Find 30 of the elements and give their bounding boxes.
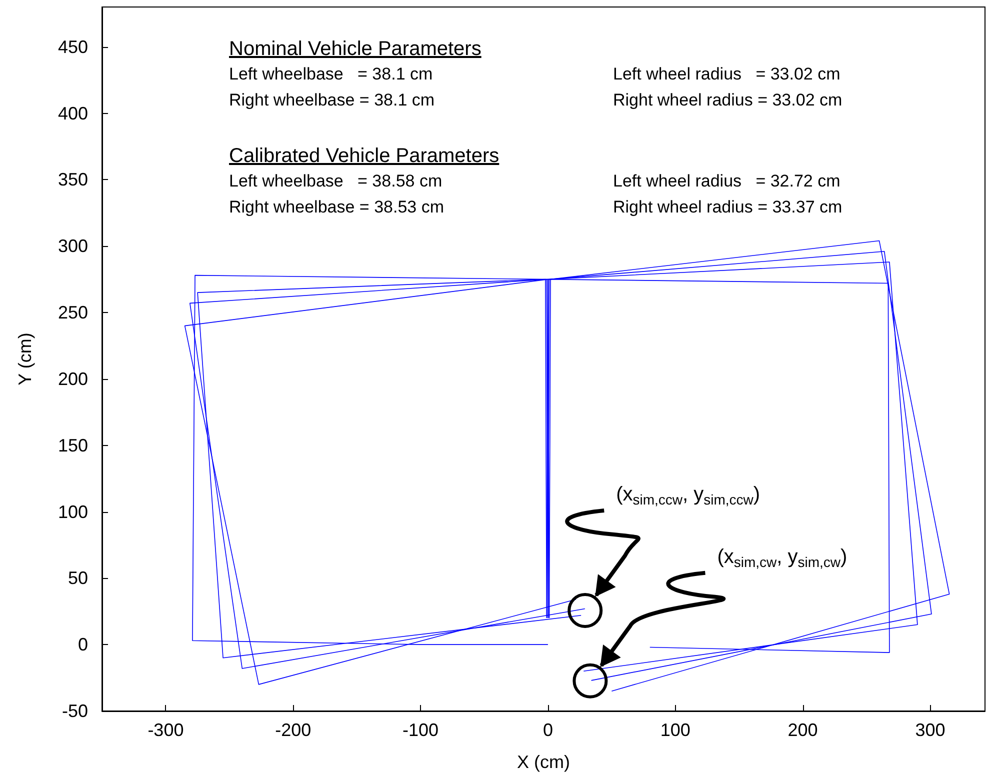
x-tick-label: -300 [148,720,184,740]
y-tick-label: 300 [58,236,88,256]
y-tick-label: 50 [68,568,88,588]
annotation: Right wheel radius = 33.37 cm [613,198,842,216]
y-tick-label: 0 [78,634,88,655]
x-tick-label: 200 [788,720,818,740]
y-tick-label: 450 [58,36,88,57]
y-tick-label: 150 [58,435,88,456]
x-tick-label: -100 [402,720,439,740]
x-tick-label: 300 [915,720,946,740]
annotation: Left wheelbase = 38.58 cm [229,172,442,190]
y-tick-label: 350 [58,170,88,190]
annotation: Left wheelbase = 38.1 cm [229,64,433,84]
y-tick-label: 100 [58,502,88,522]
annotation: Left wheel radius = 33.02 cm [613,64,840,84]
x-tick-label: 100 [660,720,690,740]
annotation: Right wheelbase = 38.1 cm [229,90,435,110]
annotation: Right wheel radius = 33.02 cm [613,90,842,110]
y-tick-label: 250 [58,302,88,323]
y-tick-label: 200 [58,368,88,389]
annotation: Left wheel radius = 32.72 cm [613,172,840,190]
y-axis-title: Y (cm) [15,332,35,386]
annotation: Calibrated Vehicle Parameters [229,144,500,168]
x-tick-label: -200 [275,720,312,740]
x-tick-label: 0 [542,720,553,740]
annotation: Right wheelbase = 38.53 cm [229,198,444,216]
annotation: Nominal Vehicle Parameters [229,37,482,61]
x-axis-title: X (cm) [517,752,570,772]
y-tick-label: 400 [58,103,88,124]
y-tick-label: -50 [62,701,88,721]
